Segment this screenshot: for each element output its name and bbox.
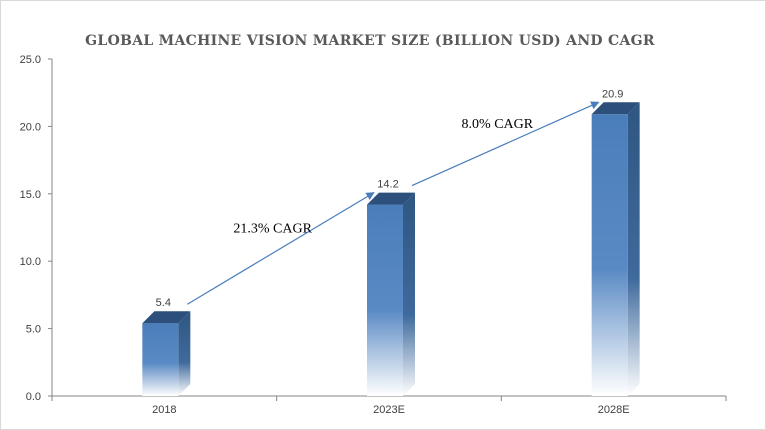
data-labels: 5.4 14.2 20.9 — [156, 88, 624, 309]
y-tick-label: 10.0 — [20, 256, 41, 268]
x-tick-label: 2028E — [598, 404, 630, 416]
data-label: 14.2 — [377, 179, 398, 191]
y-tick-label: 15.0 — [20, 189, 41, 201]
x-tick-label: 2023E — [373, 404, 405, 416]
y-tick-label: 0.0 — [26, 391, 41, 403]
y-tick-label: 5.0 — [26, 324, 41, 336]
cagr-label: 21.3% CAGR — [233, 221, 312, 236]
cagr-annotations: 21.3% CAGR 8.0% CAGR — [187, 101, 600, 305]
bar-top — [591, 102, 640, 115]
bar-side — [403, 192, 415, 396]
cagr-arrow — [411, 101, 600, 187]
bar-side — [627, 102, 640, 396]
y-tick-label: 20.0 — [20, 121, 41, 133]
x-tick-label: 2018 — [152, 404, 176, 416]
y-tick-label: 25.0 — [20, 54, 41, 66]
bar-front — [367, 204, 403, 396]
bar — [367, 192, 415, 396]
bar-top — [142, 311, 191, 324]
bar-side — [178, 311, 191, 396]
data-label: 20.9 — [602, 88, 623, 100]
bar-top — [367, 192, 415, 205]
bar — [142, 311, 191, 396]
bar-front — [142, 323, 179, 396]
bar — [591, 102, 640, 396]
bars — [142, 102, 640, 396]
chart-title: GLOBAL MACHINE VISION MARKET SIZE (BILLI… — [85, 33, 655, 49]
bar-front — [591, 114, 628, 396]
data-label: 5.4 — [156, 297, 171, 309]
cagr-arrow — [187, 192, 375, 305]
cagr-label: 8.0% CAGR — [462, 117, 534, 132]
